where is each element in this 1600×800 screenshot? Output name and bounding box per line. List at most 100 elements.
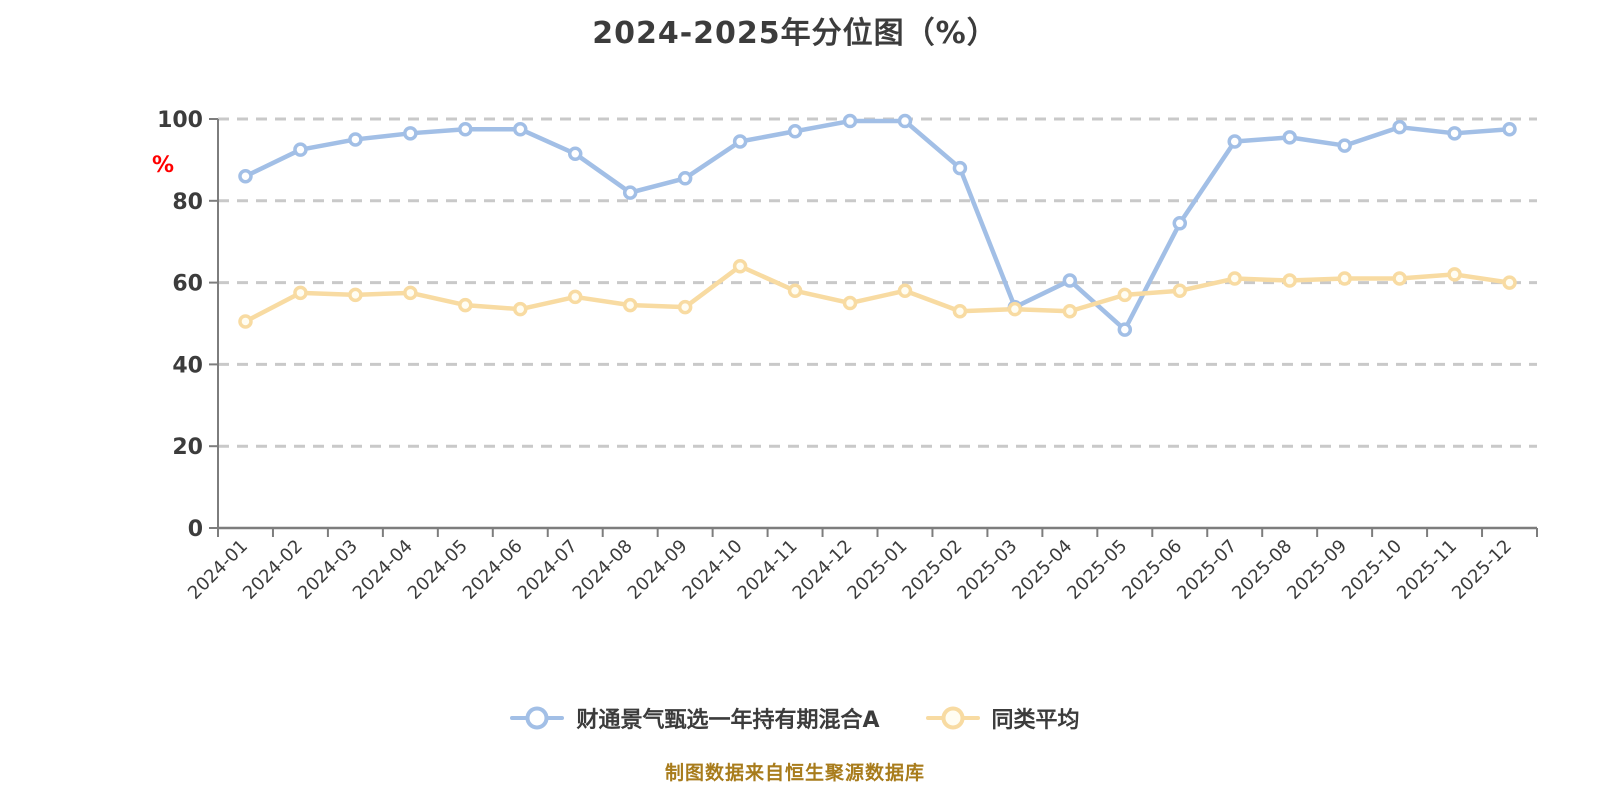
data-point xyxy=(513,301,528,317)
x-tick-label: 2024-08 xyxy=(569,536,637,604)
y-tick-label: 0 xyxy=(188,517,203,542)
data-point xyxy=(1392,119,1407,135)
data-point xyxy=(348,287,363,303)
y-tick-label: 20 xyxy=(172,435,203,460)
x-tick-label: 2025-05 xyxy=(1063,536,1131,604)
data-point xyxy=(1062,303,1078,319)
x-tick-label: 2025-03 xyxy=(953,536,1021,604)
x-tick-label: 2025-04 xyxy=(1008,536,1076,604)
axes xyxy=(217,119,1537,530)
series-path-1 xyxy=(243,263,1512,324)
data-point xyxy=(677,171,693,186)
data-point xyxy=(1062,273,1078,288)
x-tick-label: 2024-12 xyxy=(789,536,857,604)
data-point xyxy=(897,113,913,129)
y-axis-unit-label: % xyxy=(152,153,174,178)
data-point xyxy=(787,283,803,299)
data-point xyxy=(458,297,473,313)
data-point xyxy=(403,285,418,301)
x-tick-label: 2025-02 xyxy=(898,536,966,604)
gridlines xyxy=(218,117,1537,448)
data-point xyxy=(732,258,748,274)
data-point xyxy=(952,160,968,176)
data-point xyxy=(1282,273,1297,288)
data-point xyxy=(1172,283,1188,299)
x-tick-label: 2025-10 xyxy=(1338,536,1406,604)
data-point xyxy=(513,121,528,137)
data-point xyxy=(238,169,253,184)
data-point xyxy=(293,285,308,301)
x-tick-label: 2025-01 xyxy=(843,536,911,604)
data-point xyxy=(842,295,858,311)
data-point xyxy=(622,185,638,200)
x-ticks xyxy=(217,528,1538,537)
series-path-0 xyxy=(243,118,1512,332)
data-point xyxy=(1502,275,1517,290)
data-point xyxy=(622,297,638,313)
data-point xyxy=(1227,271,1242,286)
x-tick-label: 2024-05 xyxy=(404,536,472,604)
x-tick-label: 2024-06 xyxy=(459,536,527,604)
data-point xyxy=(293,142,308,157)
data-point xyxy=(403,126,418,141)
data-point xyxy=(458,121,473,137)
chart-title: 2024-2025年分位图（%） xyxy=(592,16,998,51)
y-tick-label: 40 xyxy=(172,353,203,378)
series-line-0 xyxy=(243,118,1512,332)
x-tick-label: 2024-07 xyxy=(514,536,582,604)
x-tick-label: 2024-03 xyxy=(294,536,362,604)
x-tick-label: 2025-08 xyxy=(1228,536,1296,604)
data-point xyxy=(1117,287,1133,303)
data-point xyxy=(567,289,583,305)
x-tick-label: 2025-11 xyxy=(1393,536,1461,604)
legend-marker-peer-average xyxy=(925,704,980,732)
legend-label-peer-average: 同类平均 xyxy=(991,708,1080,733)
data-point xyxy=(348,132,363,147)
data-point xyxy=(952,303,968,319)
chart-legend: 财通景气甄选一年持有期混合A 同类平均 xyxy=(0,702,1590,734)
legend-marker-fund xyxy=(510,704,565,732)
data-point xyxy=(1502,121,1517,137)
series-markers-1 xyxy=(238,258,1517,329)
legend-circle-icon xyxy=(525,706,549,730)
data-point xyxy=(1172,216,1188,231)
data-point xyxy=(238,314,253,329)
data-point xyxy=(1447,267,1462,282)
data-point xyxy=(677,299,693,315)
data-point xyxy=(897,283,913,299)
data-point xyxy=(1282,130,1297,145)
x-tick-label: 2025-07 xyxy=(1173,536,1241,604)
x-tick-labels: 2024-012024-022024-032024-042024-052024-… xyxy=(184,536,1516,604)
x-tick-label: 2024-09 xyxy=(624,536,692,604)
y-tick-label: 80 xyxy=(172,190,203,215)
data-point xyxy=(732,134,748,149)
x-tick-label: 2024-01 xyxy=(184,536,252,604)
y-tick-label: 100 xyxy=(157,108,203,133)
series-line-1 xyxy=(243,263,1512,324)
data-point xyxy=(842,113,858,129)
data-source-caption: 制图数据来自恒生聚源数据库 xyxy=(664,762,925,784)
legend-label-fund: 财通景气甄选一年持有期混合A xyxy=(576,708,880,733)
data-point xyxy=(567,146,583,162)
x-tick-label: 2025-09 xyxy=(1283,536,1351,604)
series-markers-0 xyxy=(238,113,1517,337)
x-tick-label: 2024-10 xyxy=(679,536,747,604)
data-point xyxy=(1227,134,1242,149)
data-point xyxy=(1337,138,1352,153)
data-point xyxy=(1007,301,1023,317)
y-tick-label: 60 xyxy=(172,272,203,297)
x-tick-label: 2024-02 xyxy=(239,536,307,604)
x-tick-label: 2025-12 xyxy=(1448,536,1516,604)
legend-item-peer-average: 同类平均 xyxy=(925,702,1080,734)
data-point xyxy=(787,124,803,139)
data-point xyxy=(1117,322,1133,337)
x-tick-label: 2024-11 xyxy=(734,536,802,604)
y-tick-labels: 0 20 40 60 80 100 xyxy=(157,108,218,542)
x-tick-label: 2025-06 xyxy=(1118,536,1186,604)
data-point xyxy=(1392,271,1407,286)
legend-circle-icon xyxy=(941,706,964,730)
legend-item-fund: 财通景气甄选一年持有期混合A xyxy=(510,702,880,734)
plot-area: 020406080100%2024-012024-022024-032024-0… xyxy=(152,108,1538,604)
data-point xyxy=(1447,126,1462,141)
